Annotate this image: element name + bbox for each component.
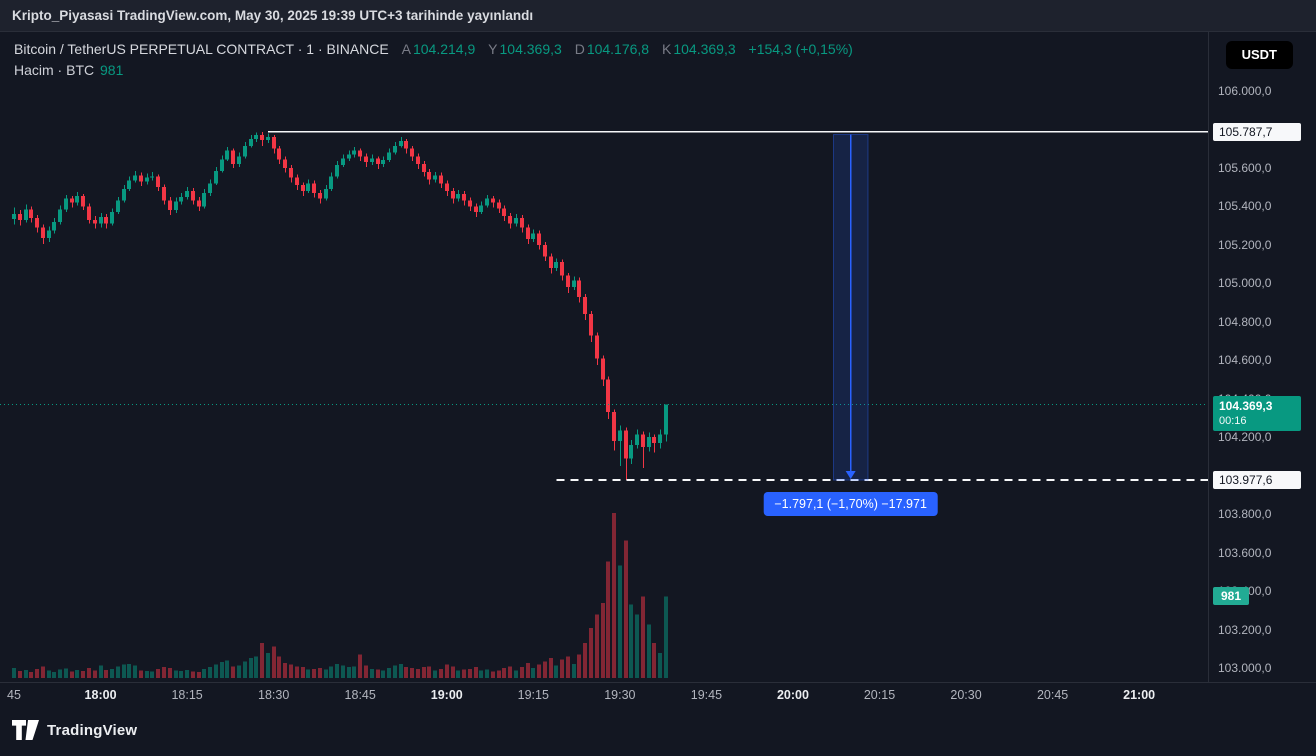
close-value: 104.369,3	[673, 41, 736, 57]
low-label: D	[574, 41, 585, 57]
price-axis-label: 103.600,0	[1218, 545, 1272, 560]
time-axis-label: 45	[7, 688, 21, 702]
price-axis[interactable]: 106.000,0105.800,0105.600,0105.400,0105.…	[1208, 32, 1316, 682]
price-axis-label: 103.800,0	[1218, 507, 1272, 522]
time-axis-label: 19:00	[430, 688, 463, 702]
time-axis-label: 18:30	[258, 688, 290, 702]
time-axis-label: 18:00	[84, 688, 117, 702]
open-label: A	[401, 41, 411, 57]
time-axis-label: 18:15	[171, 688, 203, 702]
price-axis-label: 105.200,0	[1218, 237, 1272, 252]
time-axis-label: 19:45	[690, 688, 723, 702]
legend-symbol-row: Bitcoin / TetherUS PERPETUAL CONTRACT · …	[14, 39, 853, 60]
open-value: 104.214,9	[412, 41, 476, 57]
volume-axis-label: 981	[1213, 587, 1249, 606]
tradingview-logo-icon[interactable]	[12, 720, 39, 740]
time-axis-label: 20:00	[776, 688, 809, 702]
price-axis-label: 104.800,0	[1218, 314, 1272, 329]
last-price-label: 104.369,3 00:16	[1213, 395, 1301, 431]
measure-label[interactable]: −1.797,1 (−1,70%) −17.971	[763, 491, 938, 516]
price-axis-label: 104.200,0	[1218, 430, 1272, 445]
symbol-legend: Bitcoin / TetherUS PERPETUAL CONTRACT · …	[14, 39, 853, 81]
low-line-price-label: 103.977,6	[1213, 470, 1301, 489]
low-value: 104.176,8	[586, 41, 650, 57]
price-axis-label: 105.000,0	[1218, 276, 1272, 291]
close-label: K	[662, 41, 672, 57]
price-axis-label: 106.000,0	[1218, 84, 1272, 98]
time-axis-label: 21:00	[1123, 688, 1156, 702]
symbol-title[interactable]: Bitcoin / TetherUS PERPETUAL CONTRACT · …	[14, 41, 389, 57]
volume-value: 981	[100, 62, 124, 78]
time-axis[interactable]: 45 18:00 18:15 18:30 18:45 19:00 19:15 19:30 19:…	[0, 682, 1316, 708]
time-axis-label: 18:45	[344, 688, 376, 702]
currency-toggle-button[interactable]: USDT	[1225, 41, 1293, 69]
candlestick-chart[interactable]	[0, 32, 1208, 682]
price-axis-label: 103.200,0	[1218, 622, 1272, 637]
price-axis-label: 105.600,0	[1218, 160, 1272, 175]
price-axis-label: 103.000,0	[1218, 660, 1272, 675]
last-price-value: 104.369,3	[1219, 398, 1273, 413]
published-bar: Kripto_Piyasasi TradingView.com, May 30,…	[0, 0, 1316, 32]
published-bar-text: Kripto_Piyasasi TradingView.com, May 30,…	[12, 8, 534, 23]
price-axis-label: 104.600,0	[1218, 353, 1272, 368]
high-line-price-label: 105.787,7	[1213, 122, 1301, 141]
bar-countdown: 00:16	[1219, 414, 1247, 427]
legend-volume-row: Hacim · BTC 981	[14, 60, 853, 81]
time-axis-label: 20:30	[950, 688, 982, 702]
change-value: +154,3 (+0,15%)	[748, 41, 853, 57]
high-value: 104.369,3	[499, 41, 562, 57]
time-axis-label: 20:15	[863, 688, 896, 702]
high-label: Y	[488, 41, 498, 57]
time-axis-label: 19:30	[604, 688, 636, 702]
price-axis-label: 105.400,0	[1218, 199, 1272, 214]
footer: TradingView	[12, 720, 137, 740]
chart-pane[interactable]: Bitcoin / TetherUS PERPETUAL CONTRACT · …	[0, 32, 1208, 682]
time-axis-label: 20:45	[1036, 688, 1069, 702]
time-axis-label: 19:15	[517, 688, 549, 702]
volume-label[interactable]: Hacim · BTC	[14, 62, 95, 78]
tradingview-brand[interactable]: TradingView	[47, 721, 138, 739]
